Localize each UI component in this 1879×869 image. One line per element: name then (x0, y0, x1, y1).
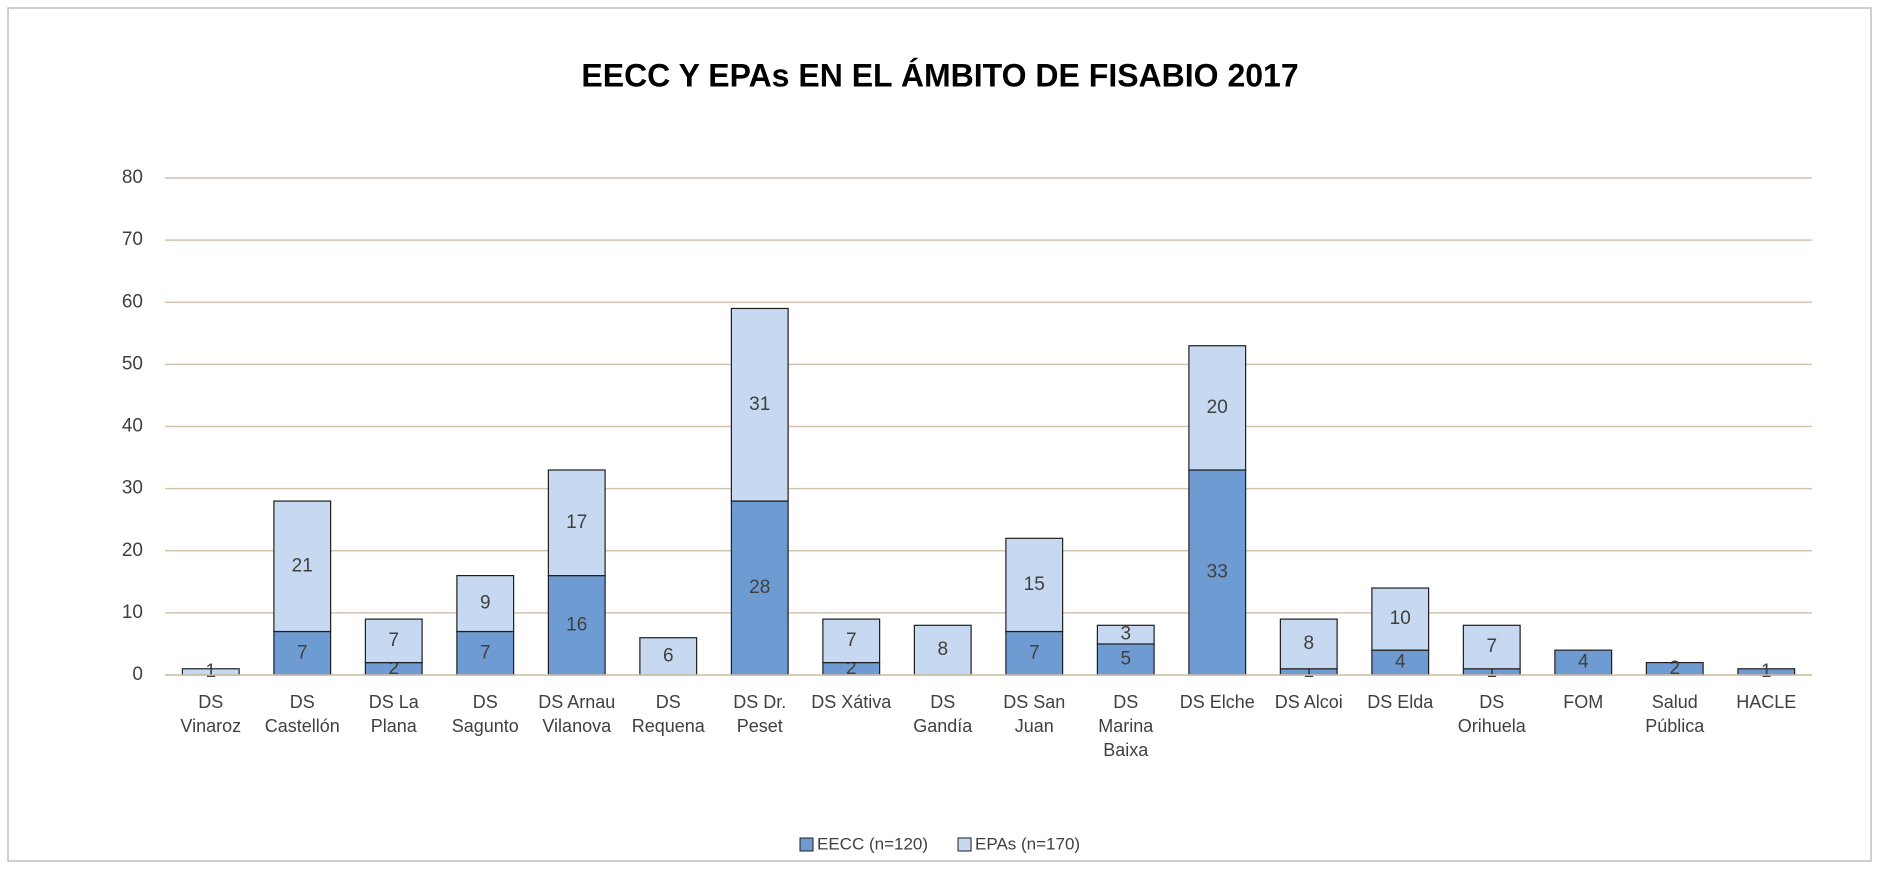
data-label: 20 (1207, 397, 1228, 418)
x-tick-label: DS Elda (1367, 692, 1434, 712)
x-tick-label: DS Elche (1179, 692, 1255, 712)
legend-swatch (957, 837, 972, 852)
data-label: 7 (1486, 636, 1497, 657)
data-label: 4 (1578, 652, 1589, 673)
data-label: 5 (1120, 648, 1131, 669)
y-tick-label: 0 (132, 664, 143, 685)
legend-swatch (799, 837, 814, 852)
data-label: 15 (1024, 574, 1045, 595)
bar-segment (1096, 624, 1155, 645)
x-tick-label: DS Alcoi (1274, 692, 1343, 712)
data-label: 1 (1303, 661, 1314, 682)
bar-segment (1188, 345, 1247, 471)
data-label: 7 (388, 630, 399, 651)
x-tick-label: DS Requena (631, 692, 705, 736)
x-tick-label: DS Orihuela (1457, 692, 1526, 736)
y-tick-label: 70 (122, 229, 143, 250)
data-label: 1 (205, 661, 216, 682)
data-label: 1 (1486, 661, 1497, 682)
legend-label: EPAs (n=170) (975, 834, 1080, 853)
y-tick-label: 10 (122, 602, 143, 623)
data-label: 8 (1303, 633, 1314, 654)
data-label: 7 (297, 642, 308, 663)
x-tick-label: HACLE (1736, 692, 1797, 712)
bar-segment (1554, 649, 1613, 676)
x-tick-label: DS Xátiva (811, 692, 892, 712)
x-tick-label: Salud Pública (1645, 692, 1705, 736)
x-tick-label: DS Castellón (264, 692, 340, 736)
data-label: 10 (1390, 608, 1411, 629)
data-label: 17 (566, 512, 587, 533)
legend-label: EECC (n=120) (817, 834, 928, 853)
data-label: 6 (663, 645, 674, 666)
data-label: 3 (1120, 624, 1131, 645)
data-label: 7 (846, 630, 857, 651)
data-label: 2 (388, 658, 399, 679)
x-tick-label: FOM (1563, 692, 1604, 712)
y-tick-label: 30 (122, 478, 143, 499)
bar-segment (1371, 649, 1430, 676)
bar-segment (1462, 624, 1521, 670)
data-label: 33 (1207, 562, 1228, 583)
x-tick-label: DS La Plana (368, 692, 419, 736)
y-tick-label: 50 (122, 353, 143, 374)
x-tick-label: DS San Juan (1003, 692, 1066, 736)
chart-border (7, 7, 1872, 862)
y-tick-label: 20 (122, 540, 143, 561)
x-tick-label: DS Marina Baixa (1098, 692, 1154, 760)
bar-segment (547, 469, 606, 577)
data-label: 2 (1669, 658, 1680, 679)
x-tick-label: DS Sagunto (451, 692, 519, 736)
bar-segment (913, 624, 972, 676)
bar-segment (456, 630, 515, 676)
bar-segment (1005, 537, 1064, 633)
chart-title: EECC Y EPAs EN EL ÁMBITO DE FISABIO 2017 (581, 57, 1298, 93)
data-label: 16 (566, 614, 587, 635)
bar-segment (1371, 587, 1430, 651)
bar-segment (822, 618, 881, 664)
data-label: 1 (1761, 661, 1772, 682)
bar-segment (1279, 618, 1338, 670)
data-label: 2 (846, 658, 857, 679)
y-tick-label: 60 (122, 291, 143, 312)
bar-segment (730, 500, 789, 676)
bar-segment (273, 630, 332, 676)
bar-segment (364, 618, 423, 664)
bar-segment (456, 574, 515, 633)
y-tick-label: 40 (122, 416, 143, 437)
data-label: 4 (1395, 652, 1406, 673)
y-tick-label: 80 (122, 167, 143, 188)
data-label: 7 (1029, 642, 1040, 663)
bar-segment (639, 637, 698, 676)
data-label: 7 (480, 642, 491, 663)
data-label: 9 (480, 593, 491, 614)
x-tick-label: DS Arnau Vilanova (538, 692, 616, 736)
bar-segment (1188, 469, 1247, 676)
x-tick-label: DS Vinaroz (180, 692, 242, 736)
data-label: 31 (749, 394, 770, 415)
data-label: 28 (749, 577, 770, 598)
bar-segment (273, 500, 332, 633)
x-tick-label: DS Dr. Peset (733, 692, 787, 736)
bar-segment (730, 307, 789, 502)
data-label: 21 (292, 555, 313, 576)
x-tick-label: DS Gandía (913, 692, 973, 736)
data-label: 8 (937, 639, 948, 660)
